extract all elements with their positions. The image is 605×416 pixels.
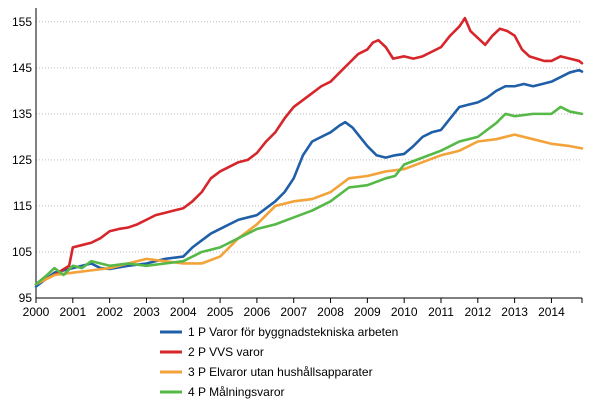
legend: 1 P Varor för byggnadstekniska arbeten 2 …: [160, 325, 398, 399]
series-layer: [34, 16, 584, 288]
y-tick-label: 155: [12, 15, 32, 29]
series-line-1: [34, 68, 584, 288]
legend-item-2: 2 P VVS varor: [160, 345, 264, 359]
x-tick-label: 2014: [538, 305, 565, 319]
y-tick-label: 115: [13, 199, 32, 213]
legend-label: 4 P Målningsvaror: [188, 385, 285, 399]
y-tick-label: 95: [19, 291, 33, 305]
legend-item-1: 1 P Varor för byggnadstekniska arbeten: [160, 325, 398, 339]
x-tick-label: 2000: [23, 305, 50, 319]
x-tick-label: 2004: [170, 305, 197, 319]
legend-label: 3 P Elvaror utan hushållsapparater: [188, 365, 373, 379]
x-tick-label: 2001: [59, 305, 86, 319]
x-tick-label: 2006: [244, 305, 271, 319]
y-tick-label: 135: [12, 107, 32, 121]
x-tick-label: 2007: [280, 305, 307, 319]
y-tick-label: 105: [12, 245, 32, 259]
legend-label: 1 P Varor för byggnadstekniska arbeten: [188, 325, 398, 339]
x-tick-label: 2005: [207, 305, 234, 319]
x-tick-label: 2003: [133, 305, 160, 319]
series-line-4: [34, 105, 584, 286]
legend-item-4: 4 P Målningsvaror: [160, 385, 285, 399]
x-tick-label: 2012: [464, 305, 491, 319]
axis-layer: 95 105 115 125 135 145 155 2000 2001 2002 2003 2004…: [12, 8, 583, 319]
y-tick-label: 125: [12, 153, 32, 167]
series-line-2: [34, 16, 584, 286]
x-tick-label: 2011: [428, 305, 454, 319]
x-tick-label: 2013: [501, 305, 528, 319]
x-tick-label: 2009: [354, 305, 381, 319]
legend-label: 2 P VVS varor: [188, 345, 264, 359]
x-tick-label: 2008: [317, 305, 344, 319]
y-tick-label: 145: [12, 61, 32, 75]
x-tick-label: 2002: [96, 305, 123, 319]
grid-layer: [36, 21, 582, 253]
legend-item-3: 3 P Elvaror utan hushållsapparater: [160, 365, 373, 379]
x-tick-label: 2010: [391, 305, 418, 319]
series-line-3: [34, 133, 584, 286]
